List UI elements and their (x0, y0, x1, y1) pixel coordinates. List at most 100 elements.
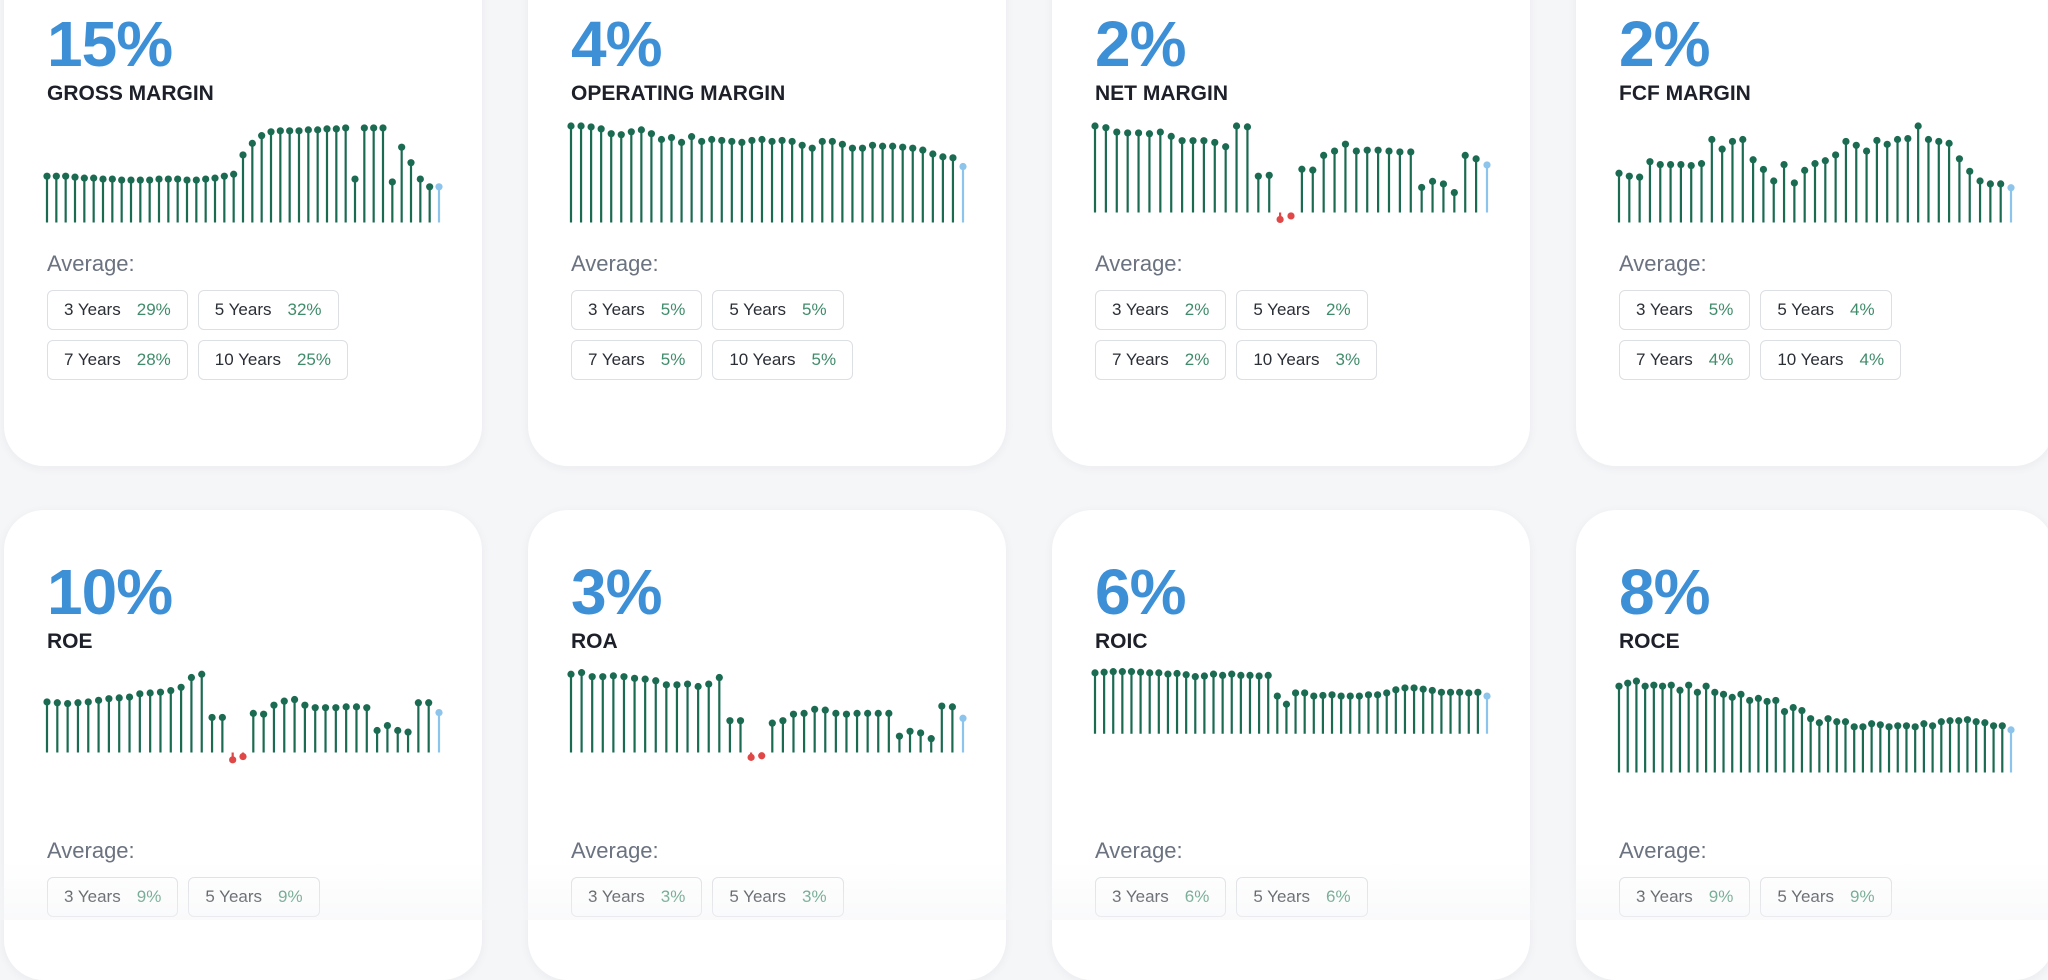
lollipop-bar (398, 143, 406, 223)
lollipop-dot (1291, 689, 1300, 697)
lollipop-bar (874, 709, 882, 753)
lollipop-dot (136, 176, 144, 184)
average-chip-3-years[interactable]: 3 Years 29% (47, 290, 188, 330)
average-chip-3-years[interactable]: 3 Years 3% (571, 877, 703, 917)
lollipop-dot (64, 700, 72, 708)
metric-card-roa: 3% ROA Average: 3 Years 3% 5 Years 3% (528, 510, 1006, 980)
average-chip-5-years[interactable]: 5 Years 9% (188, 877, 320, 917)
average-chip-10-years[interactable]: 10 Years 4% (1760, 340, 1902, 380)
average-chip-7-years[interactable]: 7 Years 28% (47, 340, 188, 380)
average-chip-3-years[interactable]: 3 Years 9% (47, 877, 179, 917)
lollipop-bar (1237, 671, 1245, 734)
lollipop-bar (1209, 670, 1218, 734)
lollipop-dot (1976, 177, 1984, 185)
lollipop-dot (715, 673, 723, 682)
lollipop-dot (1914, 122, 1922, 130)
lollipop-dot (1904, 134, 1912, 143)
average-chip-10-years[interactable]: 10 Years 3% (1236, 340, 1378, 380)
lollipop-bar (1914, 122, 1922, 223)
lollipop-dot (1893, 135, 1902, 144)
lollipop-dot (789, 710, 798, 718)
lollipop-bar (1155, 669, 1163, 734)
lollipop-bar (617, 131, 625, 223)
average-chip-5-years[interactable]: 5 Years 3% (712, 877, 844, 917)
lollipop-dot (1346, 692, 1354, 700)
lollipop-bar (1319, 691, 1327, 734)
lollipop-bar (177, 683, 185, 753)
lollipop-dot (1815, 719, 1823, 727)
chip-value: 4% (1859, 350, 1885, 369)
lollipop-dot (1145, 130, 1154, 138)
average-chip-5-years[interactable]: 5 Years 2% (1236, 290, 1368, 330)
chip-period: 3 Years (1112, 300, 1169, 319)
lollipop-dot (1483, 161, 1491, 169)
lollipop-bar (239, 151, 247, 223)
lollipop-bar (118, 176, 126, 223)
lollipop-dot (1852, 141, 1860, 149)
average-chip-3-years[interactable]: 3 Years 5% (571, 290, 703, 330)
average-chip-7-years[interactable]: 7 Years 2% (1095, 340, 1227, 380)
chip-value: 2% (1184, 300, 1210, 319)
lollipop-dot (71, 173, 79, 181)
lollipop-bar (1439, 180, 1448, 213)
lollipop-bar (84, 698, 92, 753)
lollipop-dot (587, 123, 595, 131)
average-chip-7-years[interactable]: 7 Years 5% (571, 340, 703, 380)
lollipop-bar (778, 136, 786, 223)
lollipop-dot (641, 675, 649, 683)
average-chip-10-years[interactable]: 10 Years 5% (712, 340, 854, 380)
average-chip-3-years[interactable]: 3 Years 9% (1619, 877, 1751, 917)
average-chip-5-years[interactable]: 5 Years 32% (197, 290, 339, 330)
average-chip-5-years[interactable]: 5 Years 9% (1760, 877, 1892, 917)
lollipop-dot (1841, 718, 1850, 726)
lollipop-dot (115, 694, 123, 702)
chip-period: 3 Years (588, 300, 645, 319)
average-chip-10-years[interactable]: 10 Years 25% (197, 340, 348, 380)
lollipop-dot (1687, 161, 1695, 170)
average-chip-3-years[interactable]: 3 Years 2% (1095, 290, 1227, 330)
metric-label: ROCE (1619, 630, 1680, 653)
lollipop-bar (248, 139, 256, 223)
lollipop-bar (694, 682, 702, 753)
lollipop-bar (1167, 132, 1175, 213)
lollipop-dot (788, 137, 796, 146)
lollipop-dot (1862, 147, 1871, 155)
lollipop-bar (1935, 137, 1943, 223)
lollipop-dot (779, 717, 787, 725)
lollipop-bar (1972, 718, 1980, 773)
lollipop-dot (758, 752, 766, 760)
average-chip-5-years[interactable]: 5 Years 4% (1760, 290, 1892, 330)
metric-card-roce: 8% ROCE Average: 3 Years 9% 5 Years 9% (1576, 510, 2048, 980)
lollipop-dot (136, 690, 144, 698)
lollipop-bar (708, 135, 716, 223)
lollipop-dot (1127, 668, 1136, 676)
lollipop-bar (1222, 143, 1230, 213)
lollipop-dot (874, 709, 882, 717)
lollipop-dot (84, 698, 92, 706)
lollipop-bar (607, 130, 615, 223)
lollipop-dot (667, 133, 676, 142)
lollipop-dot (858, 144, 867, 152)
chip-value: 9% (1708, 887, 1734, 906)
average-chip-3-years[interactable]: 3 Years 6% (1095, 877, 1227, 917)
lollipop-bar (156, 688, 165, 753)
lollipop-dot (768, 137, 776, 146)
lollipop-dot (125, 693, 134, 701)
average-chip-5-years[interactable]: 5 Years 6% (1236, 877, 1368, 917)
lollipop-bar (821, 706, 829, 753)
lollipop-dot (404, 728, 412, 736)
lollipop-dot (1282, 700, 1291, 708)
average-chip-5-years[interactable]: 5 Years 5% (712, 290, 844, 330)
lollipop-dot (1935, 137, 1943, 146)
average-chip-7-years[interactable]: 7 Years 4% (1619, 340, 1751, 380)
lollipop-dot (1091, 669, 1099, 677)
average-chip-3-years[interactable]: 3 Years 5% (1619, 290, 1751, 330)
lollipop-bar (1291, 689, 1300, 734)
lollipop-dot (1624, 679, 1632, 687)
lollipop-bar (798, 141, 806, 223)
chip-value: 25% (296, 350, 331, 369)
lollipop-bar (1228, 670, 1236, 734)
net-margin-sparkline (1091, 122, 1491, 224)
lollipop-dot (373, 726, 381, 735)
lollipop-dot (906, 727, 914, 735)
